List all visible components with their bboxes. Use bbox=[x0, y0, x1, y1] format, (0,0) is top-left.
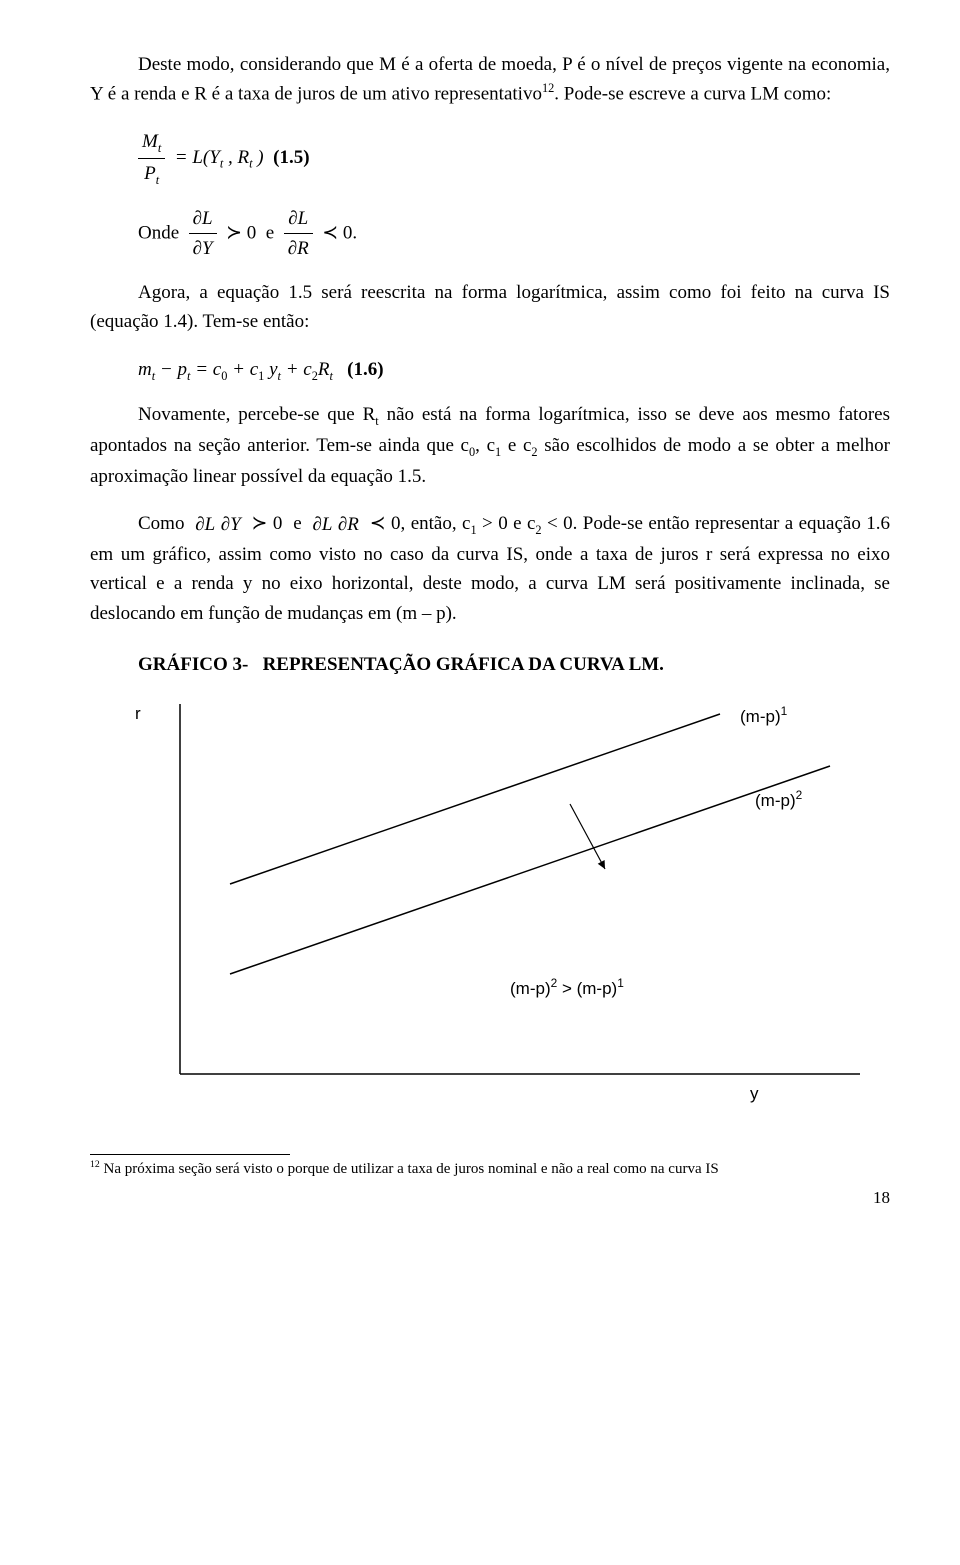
paragraph-3: Novamente, percebe-se que Rt não está na… bbox=[90, 400, 890, 491]
equation-1-5: Mt Pt = L(Yt , Rt ) (1.5) bbox=[138, 127, 890, 190]
eq-label-1-5: (1.5) bbox=[273, 147, 309, 168]
paragraph-4: Como ∂L ∂Y ≻ 0 e ∂L ∂R ≺ 0, então, c1 > … bbox=[90, 509, 890, 628]
footnote-rule bbox=[90, 1154, 290, 1155]
onde-line: Onde ∂L ∂Y ≻ 0 e ∂L ∂R ≺ 0. bbox=[138, 204, 890, 264]
paragraph-2: Agora, a equação 1.5 será reescrita na f… bbox=[90, 278, 890, 337]
svg-text:y: y bbox=[750, 1084, 759, 1103]
eq-label-1-6: (1.6) bbox=[347, 359, 383, 380]
svg-text:r: r bbox=[135, 704, 141, 723]
lm-curve-chart: r y (m-p)1 (m-p)2 (m-p)2 > (m-p)1 bbox=[100, 694, 880, 1114]
footnote-12: 12 Na próxima seção será visto o porque … bbox=[90, 1159, 890, 1180]
para1-tail: . Pode-se escreve a curva LM como: bbox=[554, 84, 831, 105]
svg-text:(m-p)2: (m-p)2 bbox=[755, 788, 803, 810]
page-number: 18 bbox=[90, 1185, 890, 1211]
svg-text:(m-p)2 > (m-p)1: (m-p)2 > (m-p)1 bbox=[510, 976, 624, 998]
grafico-3-heading: GRÁFICO 3- REPRESENTAÇÃO GRÁFICA DA CURV… bbox=[138, 650, 890, 679]
svg-text:(m-p)1: (m-p)1 bbox=[740, 704, 788, 726]
lm-curve-svg: r y (m-p)1 (m-p)2 (m-p)2 > (m-p)1 bbox=[100, 694, 880, 1114]
footnote-ref-12: 12 bbox=[542, 81, 554, 95]
paragraph-1: Deste modo, considerando que M é a ofert… bbox=[90, 50, 890, 109]
equation-1-6: mt − pt = c0 + c1 yt + c2Rt (1.6) bbox=[138, 355, 890, 386]
